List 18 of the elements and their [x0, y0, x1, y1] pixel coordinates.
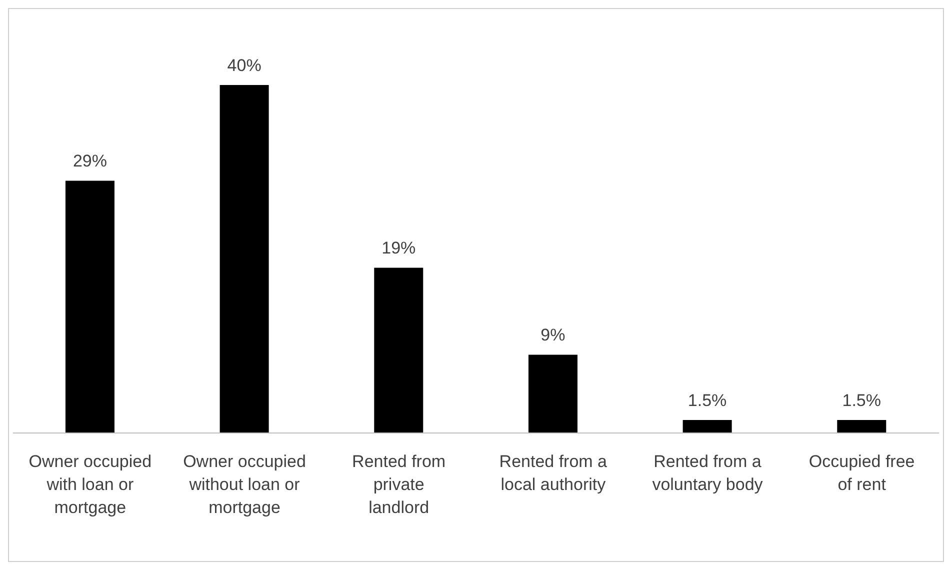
data-label: 40%	[227, 56, 262, 75]
x-tick-label: Rented from private landlord	[352, 452, 446, 517]
data-label: 19%	[382, 238, 416, 258]
bar	[682, 420, 732, 433]
data-label: 9%	[540, 326, 566, 345]
data-label: 1.5%	[688, 390, 727, 410]
data-label: 1.5%	[842, 390, 882, 410]
bar	[528, 354, 578, 433]
bar	[837, 420, 886, 433]
bar	[65, 180, 114, 433]
bar	[374, 268, 424, 433]
x-tick-label: Rented from a voluntary body	[652, 452, 764, 494]
x-tick-label: Owner occupied with loan or mortgage	[28, 452, 152, 517]
x-tick-label: Owner occupied without loan or mortgage	[183, 452, 306, 517]
x-tick-label: Occupied free of rent	[808, 452, 915, 494]
bar	[220, 85, 269, 433]
data-label: 29%	[72, 152, 107, 171]
x-tick-label: Rented from a local authority	[499, 452, 608, 494]
